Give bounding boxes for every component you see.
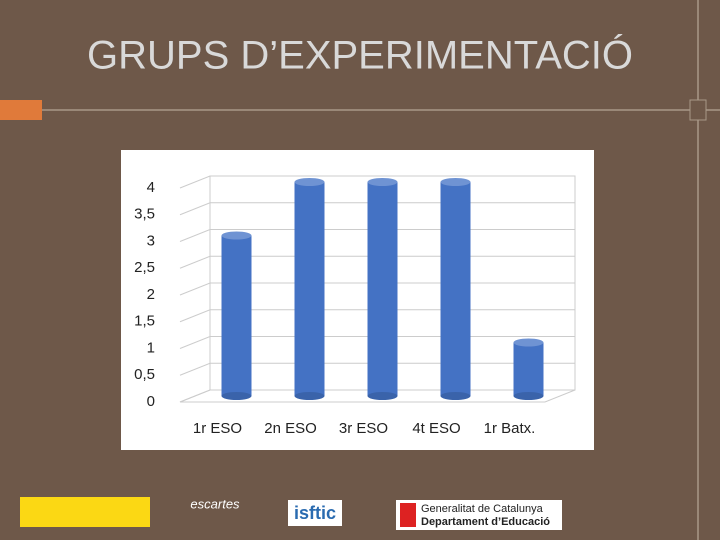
logo-text: Generalitat de Catalunya [421,503,544,515]
y-tick-label: 0,5 [134,366,155,383]
x-tick-label: 2n ESO [264,420,317,437]
bar-top [440,178,471,186]
x-tick-label: 3r ESO [339,420,388,437]
bar [294,182,325,396]
y-tick-label: 4 [147,179,155,196]
bar [221,235,252,396]
logo [288,500,342,526]
grid-line [179,175,575,189]
logo-mark [400,503,416,527]
bar-base [367,392,398,400]
logo-text: escartes [190,496,240,511]
bar-base [221,392,252,400]
x-tick-label: 4t ESO [412,420,460,437]
bar-top [513,338,544,347]
y-tick-label: 3 [147,232,155,249]
y-tick-label: 1 [147,339,155,356]
y-tick-label: 2 [147,286,155,303]
bar [513,342,544,396]
bar [367,182,398,396]
logo [20,497,150,527]
bar [440,182,471,396]
bar-base [513,392,544,400]
y-tick-label: 1,5 [134,313,155,330]
bar-top [294,178,325,186]
logo-text: Departament d’Educació [421,516,550,528]
bar-base [294,392,325,400]
accent-box [0,100,42,120]
plot: 0 0,5 1 1,5 2 2,5 3 3,5 4 1r ESO 2n ESO 3r ESO 4t ES… [134,175,576,437]
y-tick-label: 0 [147,393,155,410]
logo-text: isftic [294,503,336,523]
bar-base [440,392,471,400]
x-tick-label: 1r Batx. [484,420,536,437]
logo [180,490,252,526]
y-tick-label: 3,5 [134,206,155,223]
accent-box [689,99,707,121]
y-tick-label: 2,5 [134,259,155,276]
bar-top [367,178,398,186]
logo [396,500,562,530]
x-tick-label: 1r ESO [193,420,242,437]
slide-title: GRUPS D’EXPERIMENTACIÓ [87,33,633,78]
bar-top [221,231,252,240]
